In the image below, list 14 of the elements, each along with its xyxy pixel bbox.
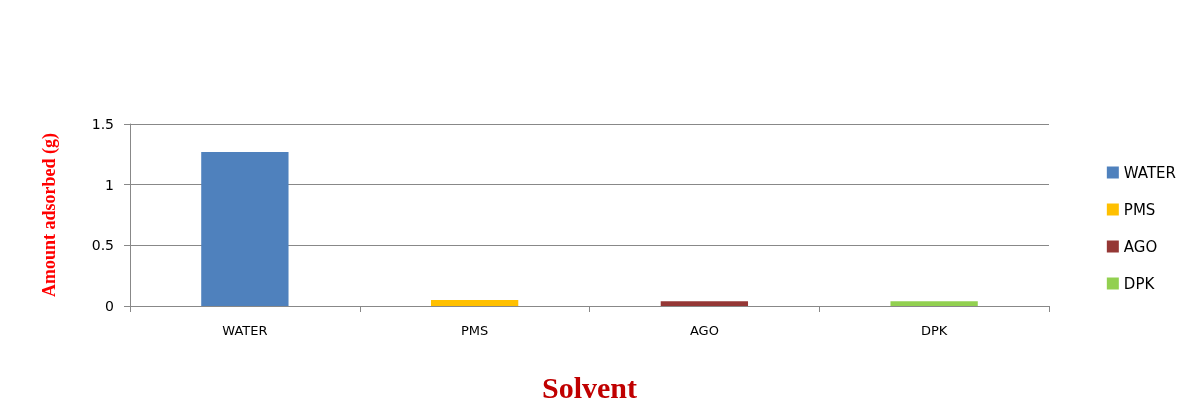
legend-label: WATER [1123,163,1176,182]
legend-label: AGO [1123,237,1158,256]
y-axis-title: Amount adsorbed (g) [39,132,60,298]
x-tick-label: WATER [222,323,268,338]
legend-label: PMS [1123,200,1156,219]
x-tick-label: DPK [920,323,948,338]
x-axis-title: Solvent [541,370,638,404]
y-tick-label: 0.5 [91,237,114,254]
x-tick-label: AGO [689,323,719,338]
y-tick-label: 0 [105,298,114,314]
y-tick-label: 1.5 [91,116,114,132]
y-tick-label: 1 [105,176,114,193]
x-tick-label: PMS [460,323,489,338]
legend-label: DPK [1123,274,1156,293]
